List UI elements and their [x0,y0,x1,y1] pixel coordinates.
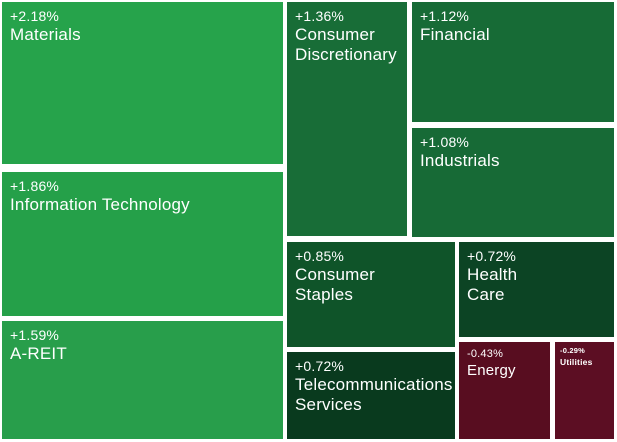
sector-tile-information-technology[interactable]: +1.86% Information Technology [2,172,283,316]
sector-name: Consumer Staples [295,265,376,305]
sector-tile-materials[interactable]: +2.18% Materials [2,2,283,164]
sector-tile-health-care[interactable]: +0.72% Health Care [459,242,614,337]
sector-tile-financial[interactable]: +1.12% Financial [412,2,614,122]
sector-name: Telecommunications Services [295,375,453,415]
sector-change: -0.43% [467,348,504,360]
sector-name: Utilities [560,356,593,367]
sector-tile-utilities[interactable]: -0.29% Utilities [555,342,614,439]
sector-change: +2.18% [10,8,60,24]
sector-name: Information Technology [10,195,190,215]
sector-tile-telecommunications-services[interactable]: +0.72% Telecommunications Services [287,352,455,439]
sector-name: Health Care [467,265,518,305]
sector-change: +1.59% [10,327,60,343]
sector-change: +1.08% [420,134,470,150]
sector-tile-a-reit[interactable]: +1.59% A-REIT [2,321,283,439]
sector-change: +1.36% [295,8,345,24]
sector-tile-industrials[interactable]: +1.08% Industrials [412,128,614,237]
sector-change: +0.85% [295,248,345,264]
sector-change: -0.29% [560,346,585,355]
sector-name: Materials [10,25,81,45]
sector-change: +1.86% [10,178,60,194]
sector-tile-energy[interactable]: -0.43% Energy [459,342,550,439]
sector-name: Energy [467,361,516,379]
sector-name: Financial [420,25,490,45]
sector-change: +0.72% [467,248,517,264]
sector-tile-consumer-staples[interactable]: +0.85% Consumer Staples [287,242,455,347]
sector-change: +1.12% [420,8,470,24]
sector-tile-consumer-discretionary[interactable]: +1.36% Consumer Discretionary [287,2,407,236]
sector-change: +0.72% [295,358,345,374]
sector-name: A-REIT [10,344,67,364]
sector-name: Consumer Discretionary [295,25,397,65]
sector-name: Industrials [420,151,500,171]
